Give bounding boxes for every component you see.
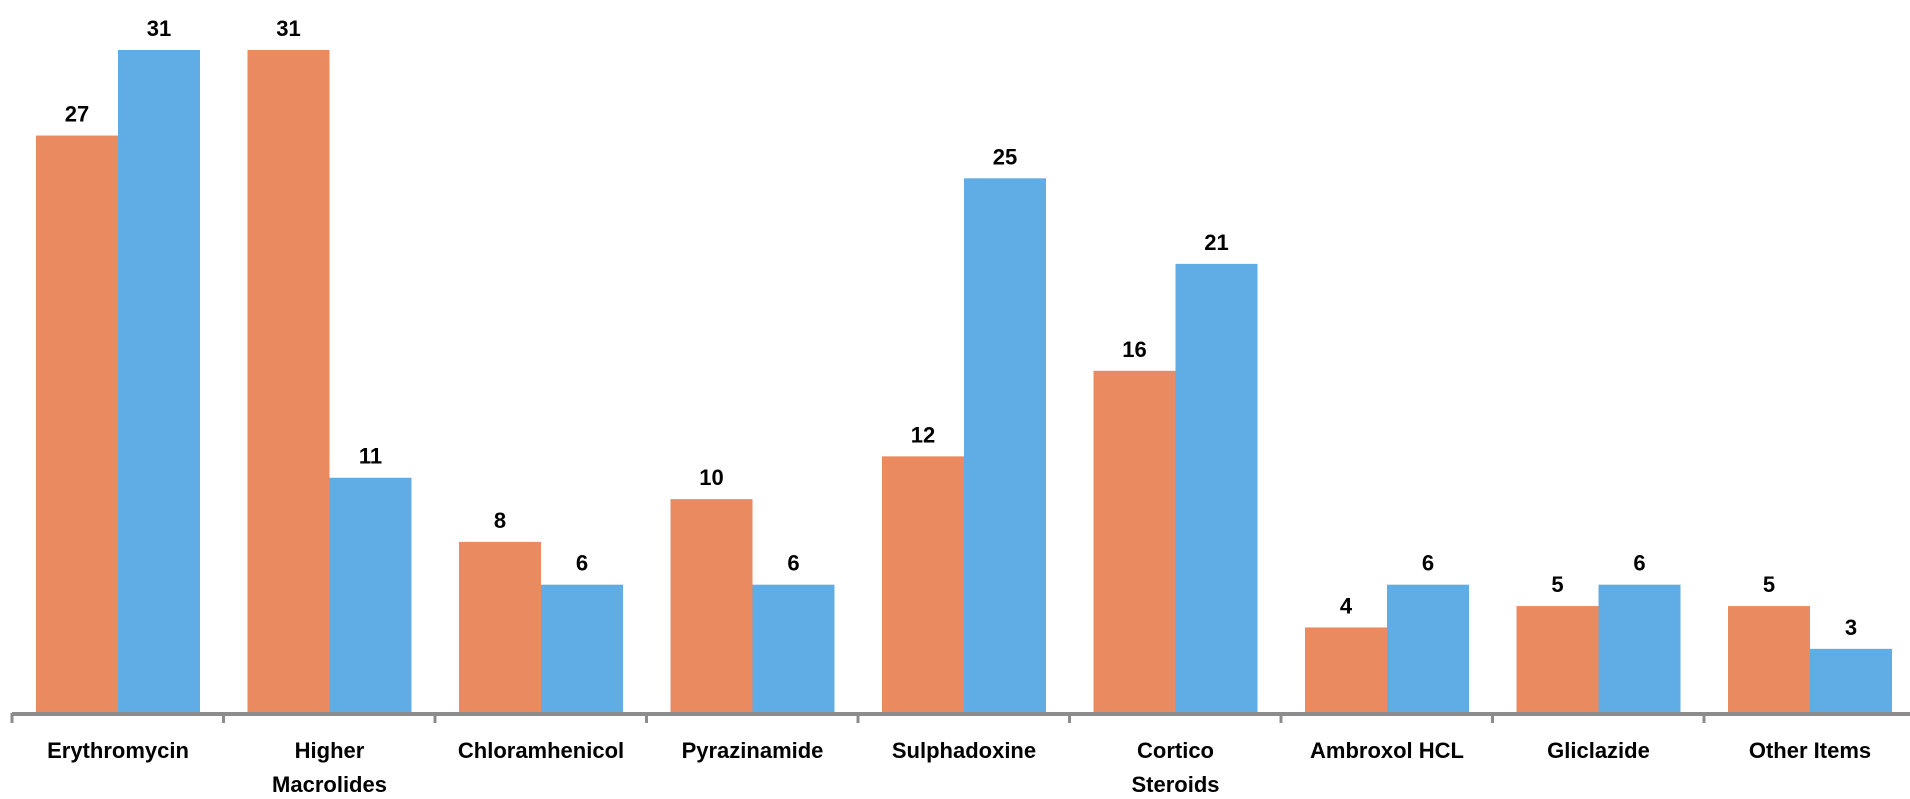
category-label-line: Other Items: [1749, 738, 1871, 763]
category-label-line: Chloramhenicol: [458, 738, 624, 763]
bar-series1-cat7: [1305, 627, 1387, 713]
data-label-series2-cat1: 31: [147, 16, 171, 41]
category-label-8: Gliclazide: [1547, 738, 1650, 763]
data-label-series1-cat6: 16: [1122, 337, 1146, 362]
category-label-line: Sulphadoxine: [892, 738, 1036, 763]
bar-series1-cat8: [1516, 606, 1599, 713]
data-label-series1-cat1: 27: [65, 102, 89, 127]
data-label-series2-cat7: 6: [1422, 551, 1434, 576]
bar-series2-cat7: [1387, 584, 1469, 713]
data-label-series1-cat8: 5: [1551, 572, 1563, 597]
category-label-line: Pyrazinamide: [682, 738, 824, 763]
bar-series2-cat8: [1598, 584, 1681, 713]
bar-series2-cat2: [329, 477, 412, 713]
category-label-1: Erythromycin: [47, 738, 189, 763]
bar-series1-cat1: [36, 135, 118, 713]
data-label-series2-cat6: 21: [1204, 230, 1228, 255]
data-label-series2-cat8: 6: [1633, 551, 1645, 576]
bar-series1-cat3: [459, 541, 541, 713]
category-label-line: Cortico: [1137, 738, 1214, 763]
bars-group: [36, 50, 1892, 714]
category-label-line: Steroids: [1131, 772, 1219, 797]
category-label-7: Ambroxol HCL: [1310, 738, 1464, 763]
category-label-line: Gliclazide: [1547, 738, 1650, 763]
bar-series1-cat5: [882, 456, 964, 713]
category-label-4: Pyrazinamide: [682, 738, 824, 763]
data-label-series2-cat3: 6: [576, 551, 588, 576]
data-label-series2-cat5: 25: [993, 144, 1017, 169]
category-label-9: Other Items: [1749, 738, 1871, 763]
x-axis: [10, 712, 1910, 723]
category-label-2: Higher Macrolides: [272, 738, 387, 797]
value-labels-group: 27 31 31 11 8 6 10 6 12 25 16 21 4 6 5 6 5 3: [65, 16, 1857, 640]
bar-series2-cat3: [541, 584, 623, 713]
data-label-series2-cat9: 3: [1845, 615, 1857, 640]
data-label-series2-cat2: 11: [359, 444, 382, 469]
data-label-series1-cat7: 4: [1340, 593, 1353, 618]
data-label-series1-cat9: 5: [1763, 572, 1775, 597]
category-label-6: Cortico Steroids: [1131, 738, 1219, 797]
category-labels-group: Erythromycin Higher Macrolides Chloramhenic…: [47, 738, 1871, 797]
data-label-series2-cat4: 6: [787, 551, 799, 576]
data-label-series1-cat5: 12: [911, 422, 935, 447]
data-label-series1-cat4: 10: [699, 465, 723, 490]
data-label-series1-cat2: 31: [276, 16, 300, 41]
data-label-series1-cat3: 8: [494, 508, 506, 533]
category-label-line: Higher: [295, 738, 365, 763]
bar-series1-cat9: [1728, 606, 1810, 713]
category-label-5: Sulphadoxine: [892, 738, 1036, 763]
category-label-line: Erythromycin: [47, 738, 189, 763]
bar-series1-cat2: [247, 50, 330, 713]
category-label-line: Macrolides: [272, 772, 387, 797]
bar-series2-cat1: [118, 50, 200, 713]
category-label-3: Chloramhenicol: [458, 738, 624, 763]
bar-series2-cat9: [1810, 648, 1892, 713]
category-label-line: Ambroxol HCL: [1310, 738, 1464, 763]
bar-series1-cat4: [670, 499, 753, 713]
bar-series2-cat4: [752, 584, 835, 713]
bar-series1-cat6: [1093, 370, 1176, 713]
bar-series2-cat5: [964, 178, 1046, 714]
bar-series2-cat6: [1175, 263, 1258, 713]
